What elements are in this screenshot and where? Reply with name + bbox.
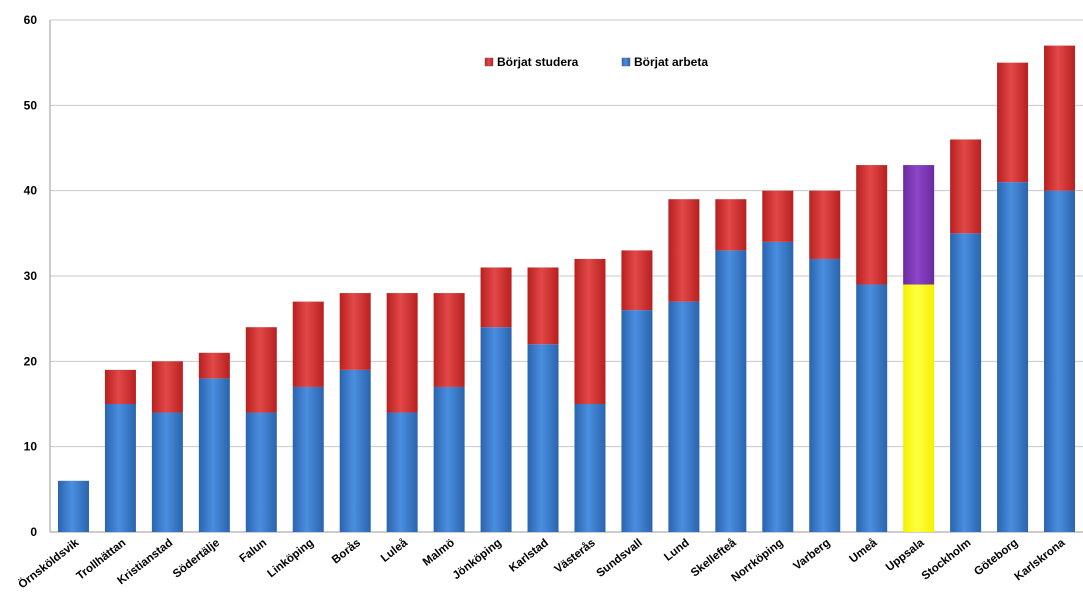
bar-borjat-studera [245,327,277,413]
bar-borjat-studera [104,369,136,404]
x-tick-label: Södertälje [171,537,222,581]
bar-borjat-studera [1044,45,1076,191]
bar-borjat-arbeta [809,258,841,532]
x-tick-label: Sundsvall [595,537,645,580]
bars [57,45,1076,533]
x-tick-label: Malmö [421,537,457,569]
bar-borjat-arbeta [245,412,277,532]
x-tick-label: Uppsala [884,537,927,574]
bar-borjat-studera [433,293,465,387]
bar-borjat-studera [715,199,747,251]
legend: Börjat studera Börjat arbeta [484,55,708,69]
y-tick-label: 0 [30,525,37,539]
bar-borjat-studera [950,139,982,234]
y-axis: 0 10 20 30 40 50 60 [24,13,1083,539]
bar-borjat-studera [997,62,1029,183]
bar-borjat-studera [527,267,559,345]
x-tick-label: Norrköping [729,537,785,585]
x-tick-label: Karlstad [507,537,551,575]
bar-borjat-arbeta [997,182,1029,532]
x-tick-label: Luleå [379,537,411,565]
legend-swatch [621,57,631,67]
bar-borjat-studera [386,293,418,413]
bar-borjat-arbeta [1044,190,1076,532]
y-tick-label: 20 [24,354,38,368]
bar-borjat-studera [574,258,606,404]
x-tick-label: Göteborg [972,537,1020,578]
bar-borjat-arbeta [574,404,606,532]
bar-borjat-studera [480,267,512,328]
bar-borjat-studera [621,250,653,311]
bar-borjat-arbeta [950,233,982,533]
x-tick-label: Umeå [847,537,880,566]
y-tick-label: 40 [24,184,38,198]
bar-borjat-arbeta [433,386,465,532]
x-tick-label: Karlskrona [1013,537,1068,584]
bar-borjat-arbeta [57,480,89,532]
x-tick-label: Varberg [791,537,832,573]
x-axis: ÖrnsköldsvikTrollhättanKristianstadSöder… [16,536,1068,591]
y-tick-label: 30 [24,269,38,283]
bar-borjat-arbeta [480,327,512,532]
bar-borjat-arbeta [104,404,136,532]
bar-borjat-studera [151,361,183,413]
bar-borjat-arbeta [151,412,183,532]
x-tick-label: Stockholm [920,537,974,583]
bar-borjat-arbeta [386,412,418,532]
legend-swatch [484,57,494,67]
bar-borjat-studera [856,165,888,285]
bar-borjat-arbeta [198,378,230,532]
bar-borjat-studera [762,190,794,242]
legend-label: Börjat studera [497,55,579,69]
bar-borjat-arbeta [762,241,794,532]
bar-borjat-studera [198,352,230,379]
bar-borjat-arbeta [621,310,653,532]
x-tick-label: Linköping [265,537,316,580]
x-tick-label: Falun [238,537,270,565]
bar-borjat-arbeta [292,386,324,532]
bar-borjat-arbeta [339,369,371,532]
x-tick-label: Jönköping [451,537,504,582]
bar-borjat-arbeta [668,301,700,532]
x-tick-label: Lund [662,537,692,564]
bar-borjat-studera [903,165,935,285]
y-tick-label: 10 [24,440,38,454]
y-tick-label: 50 [24,98,38,112]
bar-borjat-studera [339,293,371,370]
x-tick-label: Borås [330,537,363,567]
bar-borjat-arbeta [715,250,747,532]
bar-borjat-arbeta [527,344,559,532]
bar-borjat-studera [292,301,324,387]
bar-borjat-studera [668,199,700,302]
x-tick-label: Örnsköldsvik [16,536,82,591]
y-tick-label: 60 [24,13,38,27]
bar-borjat-arbeta [903,284,935,532]
x-tick-label: Västerås [553,537,598,576]
legend-label: Börjat arbeta [634,55,708,69]
bar-borjat-arbeta [856,284,888,532]
bar-borjat-studera [809,190,841,259]
